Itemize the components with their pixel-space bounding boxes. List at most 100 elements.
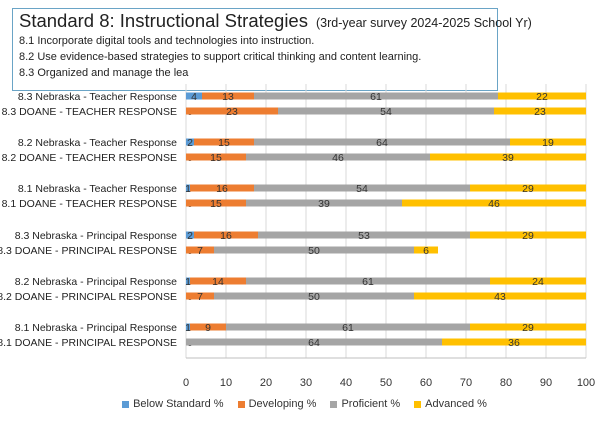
data-label: 1 — [185, 183, 191, 195]
data-label: 64 — [376, 137, 388, 149]
bar-segment-advanced — [470, 184, 586, 192]
bar-segment-developing — [190, 277, 246, 285]
category-label: 8.1 DOANE - TEACHER RESPONSE — [2, 198, 177, 210]
bar-segment-advanced — [494, 107, 586, 115]
bar-segment-developing — [194, 138, 254, 146]
bar-segment-proficient — [246, 199, 402, 207]
data-label: 43 — [494, 291, 506, 303]
data-label: 61 — [370, 91, 382, 103]
data-label: 39 — [502, 152, 514, 164]
bar-segment-developing — [190, 184, 254, 192]
bar-segment-below — [186, 231, 194, 239]
x-tick-label: 10 — [220, 377, 232, 389]
category-label: 8.2 DOANE - TEACHER RESPONSE — [2, 152, 177, 164]
category-label: 8.2 Nebraska - Principal Response — [15, 276, 177, 288]
category-label: 8.3 DOANE - PRINCIPAL RESPONSE — [0, 245, 177, 257]
bar-segment-developing — [186, 107, 278, 115]
bar-segment-developing — [190, 323, 226, 331]
data-label: 15 — [210, 198, 222, 210]
bar-segment-advanced — [490, 277, 586, 285]
bar-segment-developing — [186, 292, 214, 300]
bar-segment-below — [186, 277, 190, 285]
bar-segment-proficient — [214, 292, 414, 300]
bar-segment-proficient — [254, 138, 510, 146]
data-label: 61 — [362, 276, 374, 288]
legend-label: Advanced % — [425, 398, 487, 410]
data-label: 7 — [197, 245, 203, 257]
data-label: 29 — [522, 183, 534, 195]
category-label: 8.1 DOANE - PRINCIPAL RESPONSE — [0, 337, 177, 349]
data-label: 13 — [222, 91, 234, 103]
bar-segment-proficient — [258, 231, 470, 239]
x-tick-label: 30 — [300, 377, 312, 389]
bar-segment-advanced — [442, 338, 586, 346]
bar-segment-proficient — [254, 184, 470, 192]
data-label: 53 — [358, 230, 370, 242]
data-label: 9 — [205, 322, 211, 334]
data-label: 50 — [308, 291, 320, 303]
data-label: 22 — [536, 91, 548, 103]
bar-segment-proficient — [246, 153, 430, 161]
data-label: 36 — [508, 337, 520, 349]
data-label: 6 — [423, 245, 429, 257]
bar-segment-below — [186, 138, 194, 146]
x-tick-label: 50 — [380, 377, 392, 389]
chart-title: Standard 8: Instructional Strategies — [19, 10, 308, 31]
bar-segment-below — [186, 323, 190, 331]
legend-item: Below Standard % — [122, 398, 224, 410]
bar-segment-advanced — [498, 92, 586, 100]
x-tick-label: 100 — [577, 377, 595, 389]
data-label: 14 — [212, 276, 224, 288]
category-label: 8.2 Nebraska - Teacher Response — [18, 137, 177, 149]
bar-segment-below — [186, 184, 190, 192]
bar-segment-advanced — [414, 292, 586, 300]
bar-segment-developing — [194, 231, 258, 239]
legend-label: Developing % — [248, 398, 317, 410]
category-label: 8.2 DOANE - PRINCIPAL RESPONSE — [0, 291, 177, 303]
data-label: 29 — [522, 322, 534, 334]
data-label: 64 — [308, 337, 320, 349]
x-tick-label: 80 — [500, 377, 512, 389]
data-label: 16 — [216, 183, 228, 195]
category-label: 8.1 Nebraska - Teacher Response — [18, 183, 177, 195]
data-label: 24 — [532, 276, 544, 288]
data-label: 16 — [220, 230, 232, 242]
data-label: 50 — [308, 245, 320, 257]
bar-segment-developing — [202, 92, 254, 100]
bar-segment-proficient — [254, 92, 498, 100]
data-label: 46 — [488, 198, 500, 210]
bar-segment-proficient — [246, 277, 490, 285]
data-label: 23 — [226, 106, 238, 118]
x-tick-label: 60 — [420, 377, 432, 389]
category-label: 8.3 Nebraska - Principal Response — [15, 230, 177, 242]
data-label: 2 — [187, 230, 193, 242]
data-label: 15 — [210, 152, 222, 164]
category-label: 8.1 Nebraska - Principal Response — [15, 322, 177, 334]
legend-label: Proficient % — [341, 398, 401, 410]
x-tick-label: 70 — [460, 377, 472, 389]
legend-item: Advanced % — [414, 398, 487, 410]
bar-segment-advanced — [470, 231, 586, 239]
legend-swatch — [330, 400, 338, 408]
data-label: 23 — [534, 106, 546, 118]
bar-segment-developing — [186, 246, 214, 254]
bar-segment-below — [186, 92, 202, 100]
bar-segment-proficient — [186, 338, 442, 346]
category-label: 8.3 DOANE - TEACHER RESPONSE — [2, 106, 177, 118]
x-tick-label: 40 — [340, 377, 352, 389]
category-label: 8.3 Nebraska - Teacher Response — [18, 91, 177, 103]
data-label: 54 — [356, 183, 368, 195]
legend-item: Developing % — [237, 398, 317, 410]
legend-swatch — [237, 400, 245, 408]
data-label: 15 — [218, 137, 230, 149]
bar-segment-advanced — [402, 199, 586, 207]
bar-segment-developing — [186, 153, 246, 161]
description-8-2: 8.2 Use evidence-based strategies to sup… — [19, 51, 422, 63]
data-label: 54 — [380, 106, 392, 118]
legend-label: Below Standard % — [133, 398, 224, 410]
data-label: 7 — [197, 291, 203, 303]
x-tick-label: 90 — [540, 377, 552, 389]
chart-title-line: Standard 8: Instructional Strategies (3rd… — [19, 10, 532, 32]
data-label: 1 — [185, 276, 191, 288]
